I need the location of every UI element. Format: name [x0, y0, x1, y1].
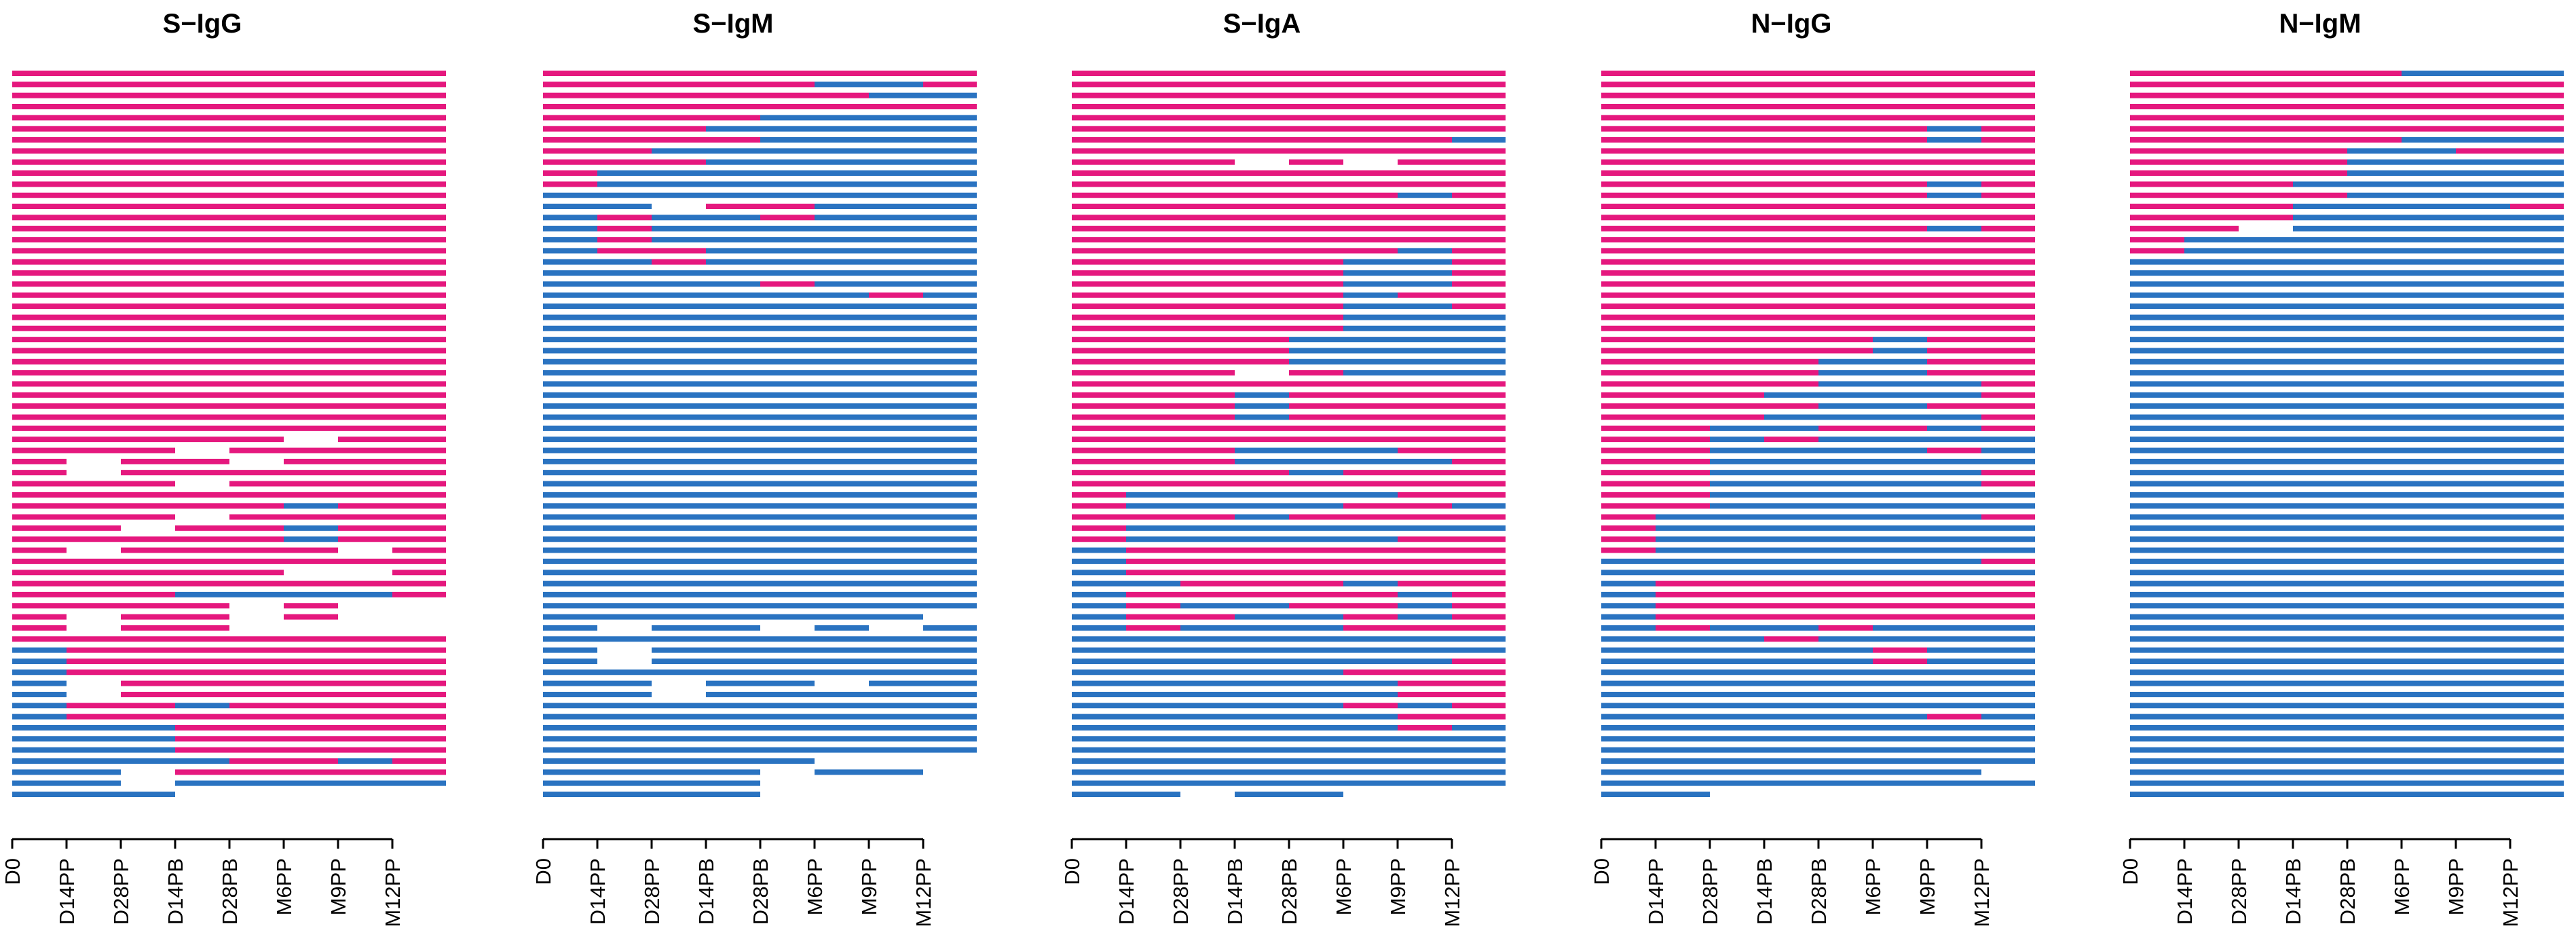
x-tick-label: D14PP: [586, 858, 610, 925]
panel-2: S−IgM D0 D14PP D28PP D14PB D28PB M6PP M9PP M12PP: [531, 9, 977, 927]
x-tick-label: D28PB: [2336, 858, 2359, 925]
x-tick-label: D28PP: [1698, 858, 1722, 925]
panel-3-lanes: [1072, 71, 1506, 797]
panel-1: S−IgG D0 D14PP D28PP D14PB D28PB M6PP M9PP M12PP: [1, 9, 446, 927]
x-tick-label: D0: [1, 858, 24, 885]
panel-1-title: S−IgG: [163, 9, 242, 39]
x-tick-label: D28PP: [109, 858, 133, 925]
panel-3: S−IgA D0 D14PP D28PP D14PB D28PB M6PP M9PP M12PP: [1060, 9, 1506, 927]
x-tick-label: D28PB: [749, 858, 772, 925]
x-tick-label: M6PP: [1861, 858, 1885, 915]
x-tick-label: M6PP: [272, 858, 296, 915]
x-tick-label: D0: [1060, 858, 1084, 885]
x-tick-label: M9PP: [857, 858, 881, 915]
x-tick-label: D28PP: [640, 858, 664, 925]
panel-1-lanes: [12, 71, 446, 797]
x-tick-label: D28PP: [2227, 858, 2251, 925]
panel-5-lanes: [2130, 71, 2564, 797]
x-tick-label: D28PP: [1169, 858, 1193, 925]
x-tick-label: D14PB: [694, 858, 718, 925]
panel-5: N−IgM D0 D14PP D28PP D14PB D28PB M6PP M9PP M12PP: [2118, 9, 2564, 927]
x-tick-label: D14PB: [2281, 858, 2305, 925]
x-tick-label: M12PP: [2499, 858, 2522, 927]
x-tick-label: M9PP: [1386, 858, 1410, 915]
x-tick-label: D0: [531, 858, 555, 885]
panel-2-title: S−IgM: [693, 9, 774, 39]
x-tick-label: M6PP: [1332, 858, 1356, 915]
x-tick-label: M9PP: [326, 858, 350, 915]
x-tick-label: M6PP: [2390, 858, 2414, 915]
panel-2-lanes: [543, 71, 977, 797]
x-tick-label: D28PB: [218, 858, 242, 925]
panel-3-title: S−IgA: [1223, 9, 1301, 39]
x-tick-label: M12PP: [381, 858, 405, 927]
panel-4-lanes: [1601, 71, 2035, 797]
panel-4: N−IgG D0 D14PP D28PP D14PB D28PB M6PP M9PP M12PP: [1590, 9, 2035, 927]
x-tick-label: M9PP: [1916, 858, 1939, 915]
x-tick-label: D14PP: [55, 858, 79, 925]
panel-4-title: N−IgG: [1751, 9, 1832, 39]
x-tick-label: D14PP: [1115, 858, 1138, 925]
x-tick-label: M12PP: [1440, 858, 1464, 927]
x-tick-label: D28PB: [1807, 858, 1831, 925]
x-tick-label: M12PP: [1970, 858, 1994, 927]
x-tick-label: D14PB: [1223, 858, 1247, 925]
x-tick-label: D28PB: [1277, 858, 1301, 925]
panel-5-title: N−IgM: [2279, 9, 2361, 39]
x-tick-label: D0: [2118, 858, 2142, 885]
x-tick-label: D0: [1590, 858, 1613, 885]
x-tick-label: M12PP: [912, 858, 935, 927]
x-tick-label: D14PB: [164, 858, 187, 925]
x-tick-label: M6PP: [803, 858, 827, 915]
x-tick-label: D14PP: [2173, 858, 2197, 925]
x-tick-label: D14PP: [1644, 858, 1668, 925]
x-tick-label: D14PB: [1753, 858, 1776, 925]
x-tick-label: M9PP: [2444, 858, 2468, 915]
